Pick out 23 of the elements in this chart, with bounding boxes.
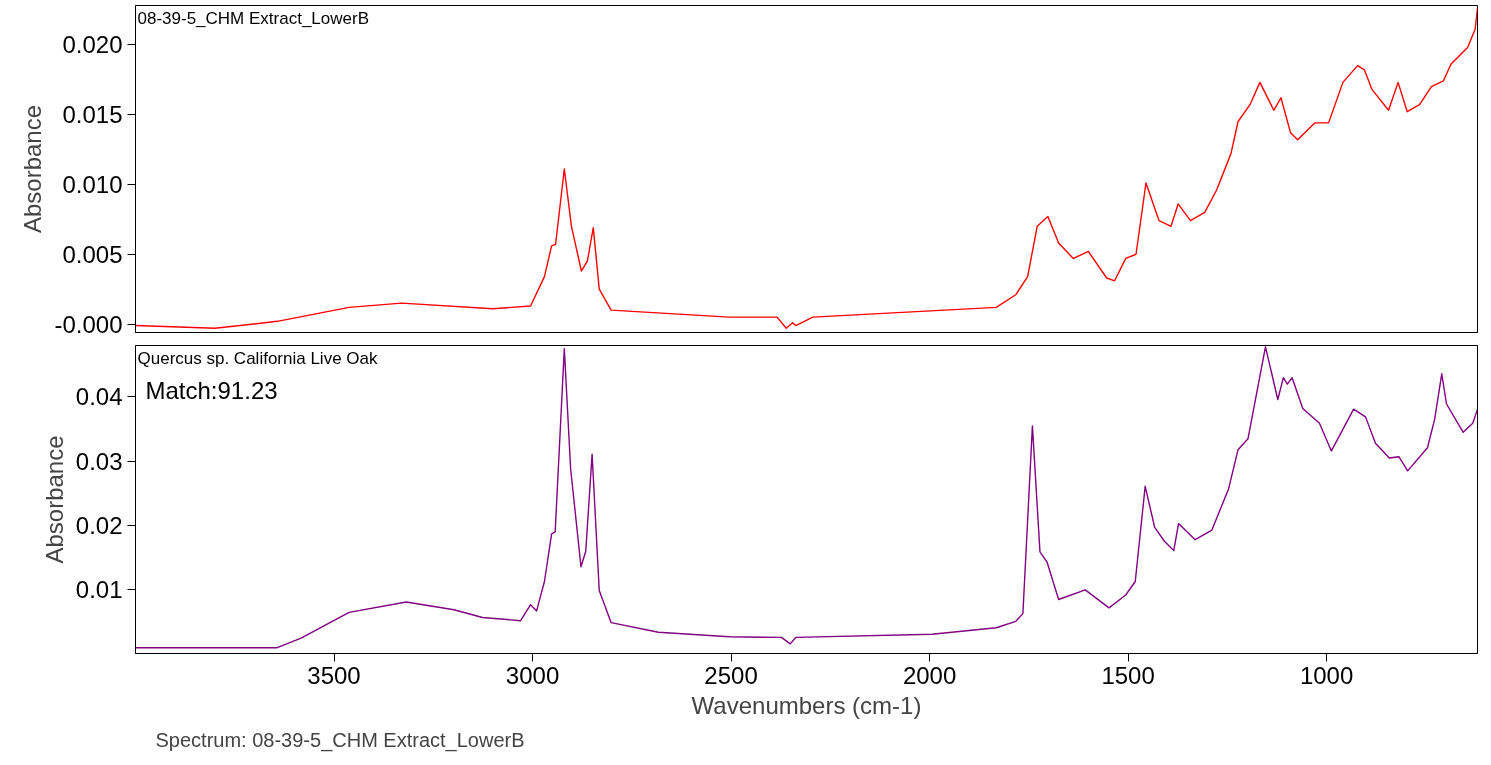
x-tick-label: 2500 xyxy=(704,661,758,689)
y-tick-label: 0.005 xyxy=(62,240,123,268)
y-tick-label: 0.02 xyxy=(75,512,123,540)
text: Quercus sp. California Live Oak xyxy=(137,348,378,368)
y-axis-title: Absorbance xyxy=(40,435,68,564)
line-series xyxy=(135,346,1478,649)
y-tick-label: 0.010 xyxy=(62,170,123,198)
y-axis-title: Absorbance xyxy=(19,104,47,234)
text: 08-39-5_CHM Extract_LowerB xyxy=(137,8,369,28)
x-tick-label: 1500 xyxy=(1101,661,1155,689)
text: Spectrum: 08-39-5_CHM Extract_LowerB xyxy=(155,728,525,752)
y-tick-label: 0.020 xyxy=(62,31,123,59)
x-tick-label: 2000 xyxy=(902,661,957,689)
x-tick-label: 3500 xyxy=(307,661,361,689)
y-tick-label: 0.01 xyxy=(75,576,123,604)
y-tick-label: 0.04 xyxy=(75,383,123,411)
y-tick-label: 0.03 xyxy=(75,447,123,475)
x-tick-label: 1000 xyxy=(1299,661,1354,689)
x-axis-title: Wavenumbers (cm-1) xyxy=(691,691,922,719)
y-tick-label: -0.000 xyxy=(54,310,123,338)
y-tick-label: 0.015 xyxy=(62,101,123,128)
annotation: Match:91.23 xyxy=(145,376,278,404)
x-tick-label: 3000 xyxy=(505,661,560,689)
